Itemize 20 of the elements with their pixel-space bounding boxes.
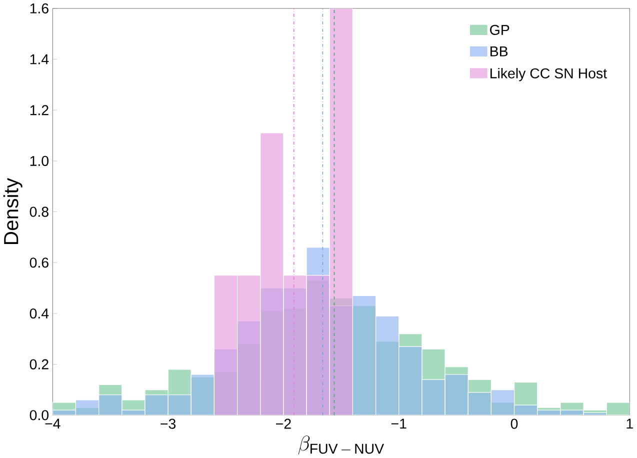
y-tick-label: 0.2 xyxy=(30,359,48,370)
legend-label: GP xyxy=(490,24,510,35)
y-tick-label: 1.6 xyxy=(30,3,48,14)
legend-label: BB xyxy=(490,46,508,56)
x-tick-label: 0 xyxy=(510,418,518,429)
y-tick-label: 1.0 xyxy=(30,156,49,166)
x-tick-label: −4 xyxy=(45,418,60,428)
x-axis-title: $\beta_{\mathrm{FUV\,-\,NUV}}$ xyxy=(298,436,384,454)
y-tick-label: 1.2 xyxy=(30,105,48,115)
legend-label: Likely CC SN Host xyxy=(490,68,607,82)
x-tick-label: −3 xyxy=(160,418,176,429)
y-tick-label: 1.4 xyxy=(30,54,49,64)
y-tick-label: 0.0 xyxy=(30,410,49,420)
y-tick-label: 0.8 xyxy=(30,206,48,217)
x-tick-label: −2 xyxy=(276,418,291,429)
x-tick-label: 1 xyxy=(626,418,633,428)
y-tick-label: 0.6 xyxy=(30,258,48,268)
y-axis-title: Density xyxy=(3,178,22,244)
y-tick-label: 0.4 xyxy=(30,308,49,318)
x-tick-label: −1 xyxy=(391,418,406,428)
